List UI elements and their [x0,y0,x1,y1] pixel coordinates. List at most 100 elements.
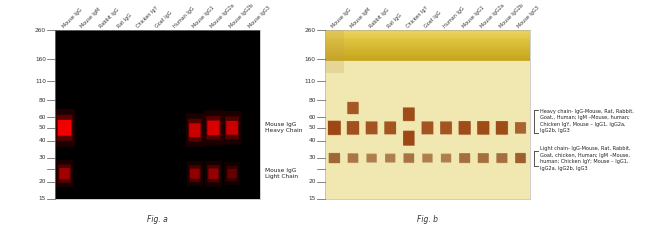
Bar [325,43,530,44]
Bar [325,49,530,51]
FancyBboxPatch shape [441,154,452,163]
FancyBboxPatch shape [367,154,376,162]
FancyBboxPatch shape [477,121,489,135]
Bar [325,56,530,58]
Text: Mouse IgG3: Mouse IgG3 [247,5,271,29]
FancyBboxPatch shape [366,122,378,135]
FancyBboxPatch shape [188,119,202,142]
Text: 30: 30 [38,155,46,161]
FancyBboxPatch shape [422,154,432,162]
Bar [325,41,530,43]
Bar [325,39,530,40]
Text: Mouse IgG2a: Mouse IgG2a [480,3,506,29]
Text: Mouse IgG
Light Chain: Mouse IgG Light Chain [265,168,298,179]
FancyBboxPatch shape [347,121,359,135]
FancyBboxPatch shape [348,153,358,163]
Text: 80: 80 [38,98,46,102]
FancyBboxPatch shape [478,154,489,163]
FancyBboxPatch shape [440,121,452,134]
Bar [325,52,530,54]
Text: Goat IgG: Goat IgG [424,11,443,29]
FancyBboxPatch shape [328,121,341,135]
Bar [325,58,530,60]
FancyBboxPatch shape [347,122,359,135]
Text: Mouse IgG
Heavy Chain: Mouse IgG Heavy Chain [265,122,303,133]
FancyBboxPatch shape [56,160,73,187]
Text: 60: 60 [39,114,46,120]
Bar [325,45,530,47]
Text: 80: 80 [308,98,316,102]
FancyBboxPatch shape [366,121,378,134]
Text: Mouse IgG: Mouse IgG [61,7,83,29]
FancyBboxPatch shape [459,153,470,163]
Text: Rabbit IgG: Rabbit IgG [368,7,390,29]
FancyBboxPatch shape [403,108,415,121]
Text: Mouse IgG1: Mouse IgG1 [191,5,215,29]
Bar [325,53,530,55]
FancyBboxPatch shape [58,120,72,136]
FancyBboxPatch shape [190,169,200,179]
Text: Fig. a: Fig. a [148,215,168,224]
Text: 260: 260 [305,28,316,33]
Bar [325,37,530,39]
Text: Rat IgG: Rat IgG [387,13,403,29]
FancyBboxPatch shape [496,121,508,135]
FancyBboxPatch shape [441,154,451,162]
FancyBboxPatch shape [57,115,73,141]
Text: Goat IgG: Goat IgG [154,11,173,29]
Bar [325,33,530,34]
Text: Mouse IgG2b: Mouse IgG2b [499,3,525,29]
Bar [325,55,530,57]
Text: Human IgG: Human IgG [173,6,196,29]
Bar [325,35,530,37]
FancyBboxPatch shape [422,154,433,163]
Text: Mouse IgM: Mouse IgM [350,7,372,29]
Bar [325,36,530,37]
Bar [325,34,530,36]
FancyBboxPatch shape [385,154,396,163]
FancyBboxPatch shape [207,165,220,182]
FancyBboxPatch shape [189,165,201,182]
FancyBboxPatch shape [224,162,240,185]
Text: 50: 50 [38,125,46,130]
Bar [325,31,530,33]
FancyBboxPatch shape [329,154,341,164]
Text: Human IgG: Human IgG [443,6,465,29]
FancyBboxPatch shape [515,154,526,164]
FancyBboxPatch shape [185,113,204,147]
Text: 110: 110 [35,79,46,84]
Text: 40: 40 [38,139,46,143]
FancyBboxPatch shape [458,121,471,135]
FancyBboxPatch shape [59,168,70,179]
Text: Rabbit IgG: Rabbit IgG [98,7,120,29]
FancyBboxPatch shape [404,153,414,163]
FancyBboxPatch shape [403,131,415,146]
Bar [325,46,530,48]
FancyBboxPatch shape [515,122,526,134]
FancyBboxPatch shape [203,110,223,145]
FancyBboxPatch shape [58,165,71,183]
FancyBboxPatch shape [54,109,75,147]
Text: 40: 40 [308,139,316,143]
FancyBboxPatch shape [226,166,238,181]
Text: Mouse IgG2a: Mouse IgG2a [210,3,236,29]
FancyBboxPatch shape [206,116,221,140]
Text: Heavy chain- IgG-Mouse, Rat, Rabbit,
Goat,, Human; IgM –Mouse, human;
Chicken Ig: Heavy chain- IgG-Mouse, Rat, Rabbit, Goa… [540,109,634,133]
Text: Rat IgG: Rat IgG [117,13,133,29]
FancyBboxPatch shape [496,122,508,135]
FancyBboxPatch shape [329,153,340,163]
FancyBboxPatch shape [422,121,433,134]
FancyBboxPatch shape [385,154,395,162]
FancyBboxPatch shape [515,153,526,163]
FancyBboxPatch shape [348,154,359,163]
Text: 260: 260 [35,28,46,33]
FancyBboxPatch shape [385,122,396,135]
FancyBboxPatch shape [348,103,359,114]
Text: Chicken IgY: Chicken IgY [405,6,429,29]
Text: Mouse IgG2b: Mouse IgG2b [229,3,255,29]
FancyBboxPatch shape [207,121,220,135]
Bar [325,47,530,49]
Text: 160: 160 [35,57,46,62]
Bar [325,54,530,56]
FancyBboxPatch shape [460,154,471,163]
